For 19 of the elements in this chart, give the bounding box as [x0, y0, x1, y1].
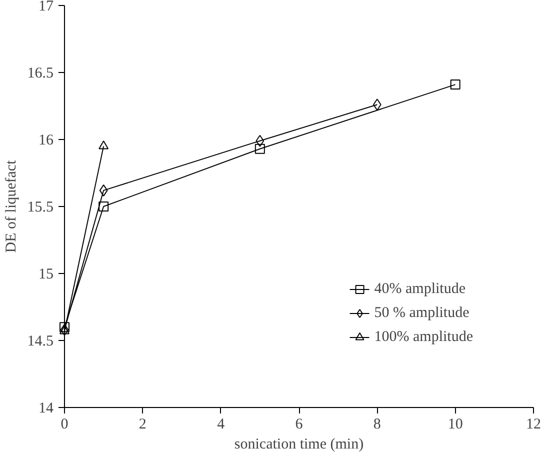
- x-tick-label: 10: [448, 416, 463, 432]
- y-tick-label: 14: [38, 400, 54, 416]
- y-tick-label: 16: [38, 132, 54, 148]
- x-tick-label: 0: [60, 416, 68, 432]
- y-tick-label: 16.5: [27, 66, 54, 82]
- legend-label: 40% amplitude: [374, 280, 466, 298]
- x-tick-label: 6: [295, 416, 304, 432]
- y-axis-title: DE of liquefact: [3, 159, 20, 253]
- x-tick-label: 8: [373, 416, 381, 432]
- y-tick-label: 15: [38, 266, 54, 282]
- y-tick-label: 14.5: [27, 334, 54, 350]
- x-tick-label: 2: [138, 416, 146, 432]
- legend-label: 50 % amplitude: [374, 304, 470, 322]
- x-axis-title: sonication time (min): [234, 436, 364, 452]
- x-tick-label: 12: [526, 416, 541, 432]
- y-tick-label: 17: [38, 0, 54, 14]
- x-tick-label: 4: [217, 416, 226, 432]
- y-tick-label: 15.5: [27, 200, 54, 216]
- legend-label: 100% amplitude: [374, 328, 473, 346]
